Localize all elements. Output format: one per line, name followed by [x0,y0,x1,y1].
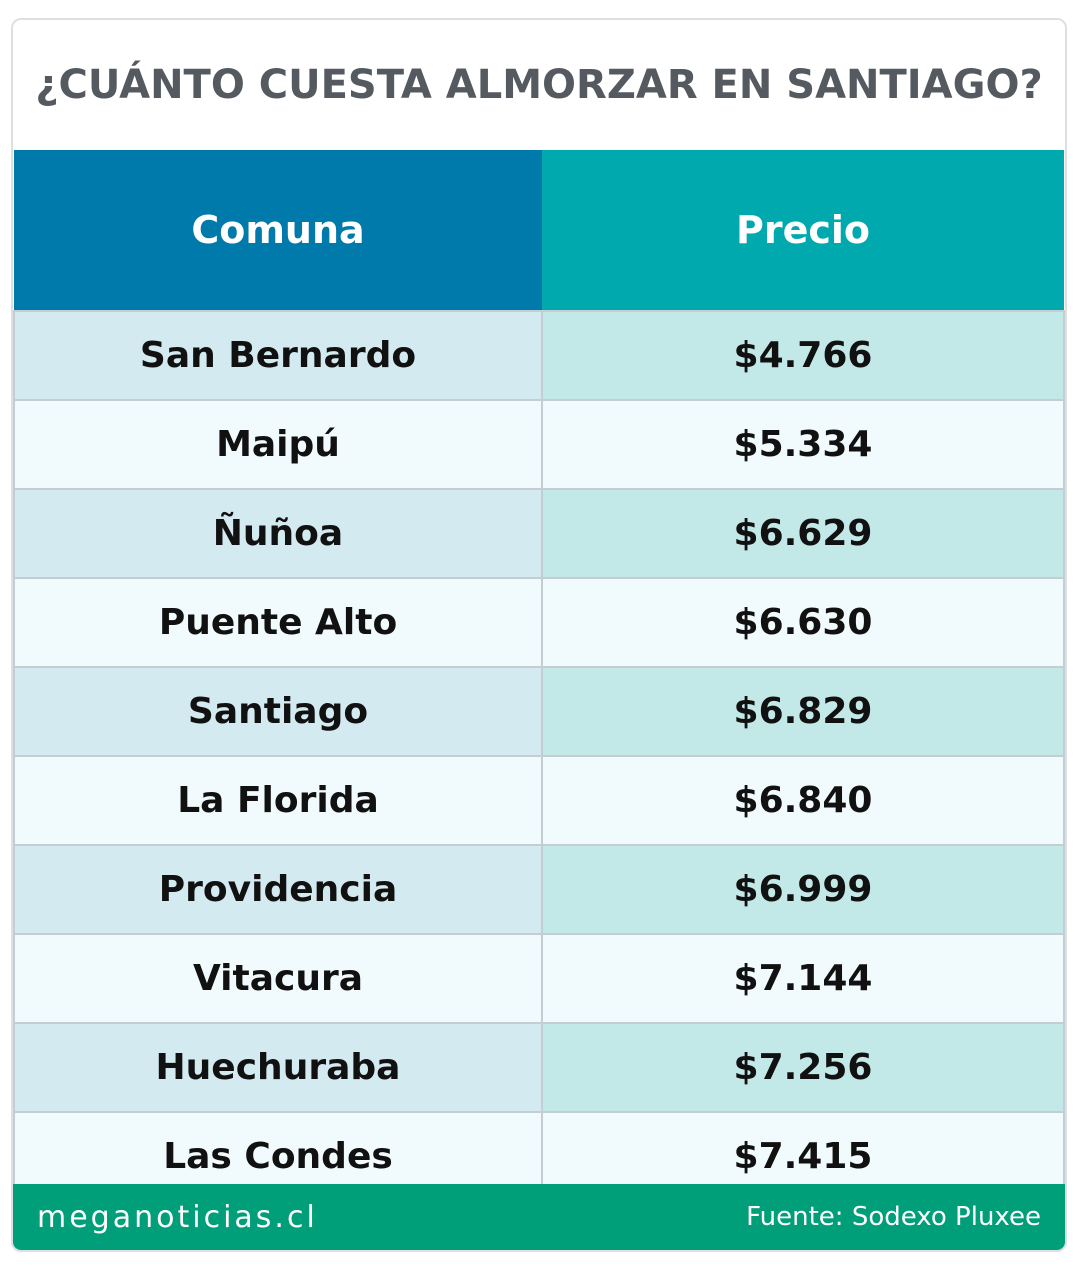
source: Fuente: Sodexo Pluxee [746,1202,1041,1232]
title: ¿CUÁNTO CUESTA ALMORZAR EN SANTIAGO? [35,62,1043,108]
price-cell: $6.630 [541,577,1065,668]
price-cell: $6.840 [541,755,1065,846]
comuna-cell: San Bernardo [13,310,543,401]
price-table: Comuna Precio San Bernardo $4.766 Maipú $5.… [13,150,1065,1202]
price-cell: $6.629 [541,488,1065,579]
comuna-cell: Maipú [13,399,543,490]
price-cell: $7.144 [541,933,1065,1024]
price-cell: $6.829 [541,666,1065,757]
comuna-cell: Vitacura [13,933,543,1024]
row: Santiago $6.829 [13,666,1065,757]
header-row: Comuna Precio [14,150,1064,311]
row: Vitacura $7.144 [13,933,1065,1024]
comuna-cell: La Florida [13,755,543,846]
row: Providencia $6.999 [13,844,1065,935]
row: Puente Alto $6.630 [13,577,1065,668]
row: Ñuñoa $6.629 [13,488,1065,579]
comuna-cell: Providencia [13,844,543,935]
row: Huechuraba $7.256 [13,1022,1065,1113]
price-cell: $4.766 [541,310,1065,401]
price-cell: $6.999 [541,844,1065,935]
comuna-cell: Huechuraba [13,1022,543,1113]
comuna-cell: Santiago [13,666,543,757]
comuna-cell: Ñuñoa [13,488,543,579]
comuna-cell: Puente Alto [13,577,543,668]
column-header: Comuna [14,150,542,311]
price-cell: $7.256 [541,1022,1065,1113]
row: La Florida $6.840 [13,755,1065,846]
card: ¿CUÁNTO CUESTA ALMORZAR EN SANTIAGO? Com… [11,18,1067,1252]
site: meganoticias.cl [37,1199,318,1235]
footer: meganoticias.cl Fuente: Sodexo Pluxee [13,1184,1065,1250]
price-cell: $5.334 [541,399,1065,490]
row: San Bernardo $4.766 [13,310,1065,401]
column-header: Precio [542,150,1064,311]
row: Maipú $5.334 [13,399,1065,490]
